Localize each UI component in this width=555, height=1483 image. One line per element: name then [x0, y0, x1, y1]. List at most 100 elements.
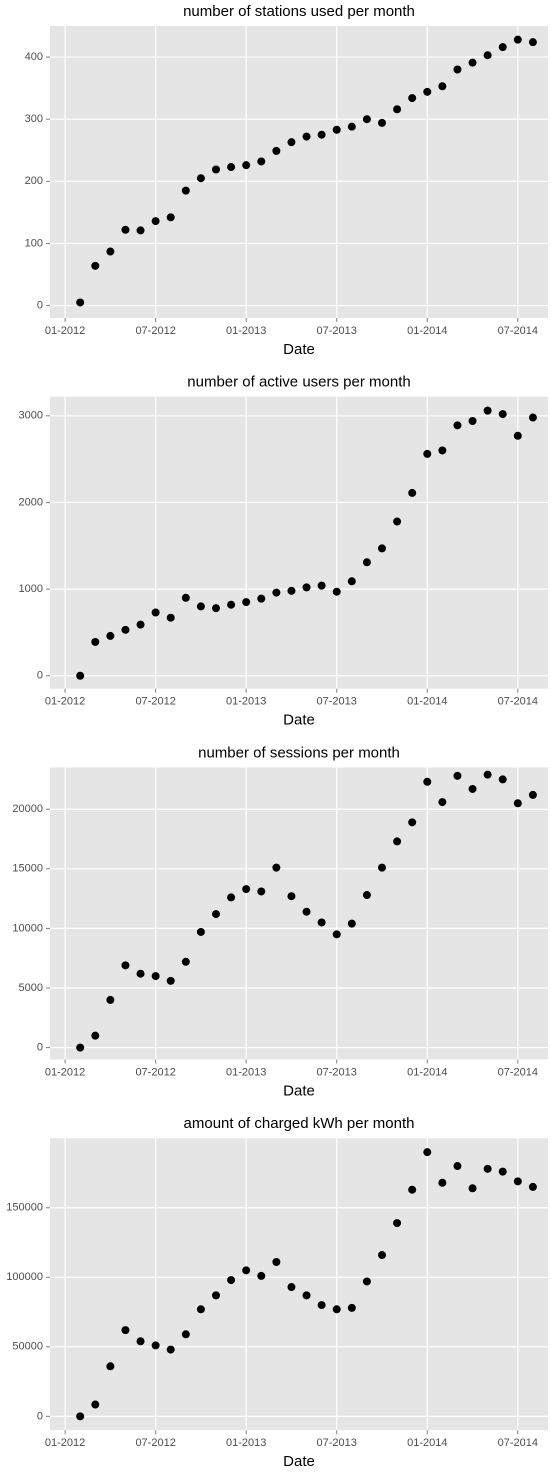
point: [453, 1162, 462, 1171]
point: [408, 488, 417, 497]
point: [196, 1305, 205, 1314]
point: [121, 225, 130, 234]
y-tick-label: 0: [37, 299, 43, 311]
point: [393, 105, 402, 114]
x-tick-label: 07-2012: [135, 696, 175, 708]
y-tick-label: 15000: [12, 863, 43, 875]
x-axis-label: Date: [283, 712, 315, 729]
point: [227, 893, 236, 902]
point: [76, 1412, 85, 1421]
point: [257, 594, 266, 603]
point: [227, 600, 236, 609]
point: [453, 771, 462, 780]
point: [302, 132, 311, 141]
point: [483, 51, 492, 60]
point: [528, 413, 537, 422]
point: [378, 544, 386, 553]
point: [287, 138, 296, 147]
point: [378, 1251, 386, 1260]
point: [528, 38, 537, 47]
point: [196, 927, 205, 936]
point: [513, 431, 522, 440]
point: [166, 213, 175, 222]
point: [302, 907, 311, 916]
point: [438, 798, 447, 807]
point: [347, 919, 356, 928]
point: [362, 1277, 371, 1286]
x-tick-label: 07-2013: [317, 1066, 357, 1078]
point: [468, 417, 477, 426]
y-tick-label: 300: [25, 113, 43, 125]
y-tick-label: 150000: [6, 1202, 43, 1214]
point: [528, 1182, 537, 1191]
point: [91, 637, 100, 646]
point: [106, 631, 115, 640]
chart-title: number of sessions per month: [198, 744, 400, 761]
point: [317, 130, 326, 139]
point: [196, 602, 205, 611]
point: [423, 87, 432, 96]
x-tick-label: 07-2013: [317, 325, 357, 337]
point: [347, 577, 356, 586]
point: [257, 157, 266, 166]
chart-title: number of stations used per month: [183, 3, 415, 20]
x-tick-label: 07-2014: [498, 1437, 538, 1449]
y-tick-label: 3000: [19, 410, 43, 422]
point: [257, 1271, 266, 1280]
y-tick-label: 100000: [6, 1271, 43, 1283]
x-tick-label: 01-2014: [407, 1437, 447, 1449]
point: [181, 1330, 190, 1339]
y-tick-label: 0: [37, 1041, 43, 1053]
point: [91, 1031, 100, 1040]
point: [76, 1043, 85, 1052]
x-tick-label: 01-2014: [407, 696, 447, 708]
point: [347, 122, 356, 131]
point: [468, 58, 477, 67]
point: [257, 887, 266, 896]
point: [468, 784, 477, 793]
x-tick-label: 07-2012: [135, 1066, 175, 1078]
point: [302, 583, 311, 592]
point: [121, 961, 130, 970]
plot-background: [50, 1138, 548, 1431]
point: [106, 247, 115, 256]
plot-background: [50, 26, 548, 318]
point: [121, 625, 130, 634]
point: [423, 777, 432, 786]
x-tick-label: 07-2013: [317, 1437, 357, 1449]
point: [317, 918, 326, 927]
plot-background: [50, 767, 548, 1060]
x-tick-label: 07-2014: [498, 1066, 538, 1078]
point: [121, 1326, 130, 1335]
point: [242, 598, 251, 607]
y-tick-label: 20000: [12, 803, 43, 815]
point: [166, 976, 175, 985]
point: [212, 165, 220, 174]
point: [332, 1305, 341, 1314]
y-tick-label: 200: [25, 175, 43, 187]
point: [393, 837, 402, 846]
point: [498, 410, 507, 419]
point: [317, 581, 326, 590]
y-tick-label: 100: [25, 237, 43, 249]
x-tick-label: 01-2013: [226, 696, 266, 708]
point: [438, 446, 447, 455]
point: [151, 972, 160, 981]
point: [513, 1177, 522, 1186]
point: [483, 1164, 492, 1173]
x-tick-label: 01-2014: [407, 1066, 447, 1078]
y-tick-label: 400: [25, 51, 43, 63]
point: [136, 969, 145, 978]
x-axis-label: Date: [283, 341, 315, 358]
y-tick-label: 1000: [19, 583, 43, 595]
x-axis-label: Date: [283, 1453, 315, 1470]
x-tick-label: 07-2013: [317, 696, 357, 708]
point: [181, 186, 190, 195]
x-tick-label: 01-2012: [45, 696, 85, 708]
point: [513, 799, 522, 808]
point: [393, 517, 402, 526]
point: [408, 1185, 417, 1194]
point: [272, 588, 281, 597]
point: [332, 587, 341, 596]
